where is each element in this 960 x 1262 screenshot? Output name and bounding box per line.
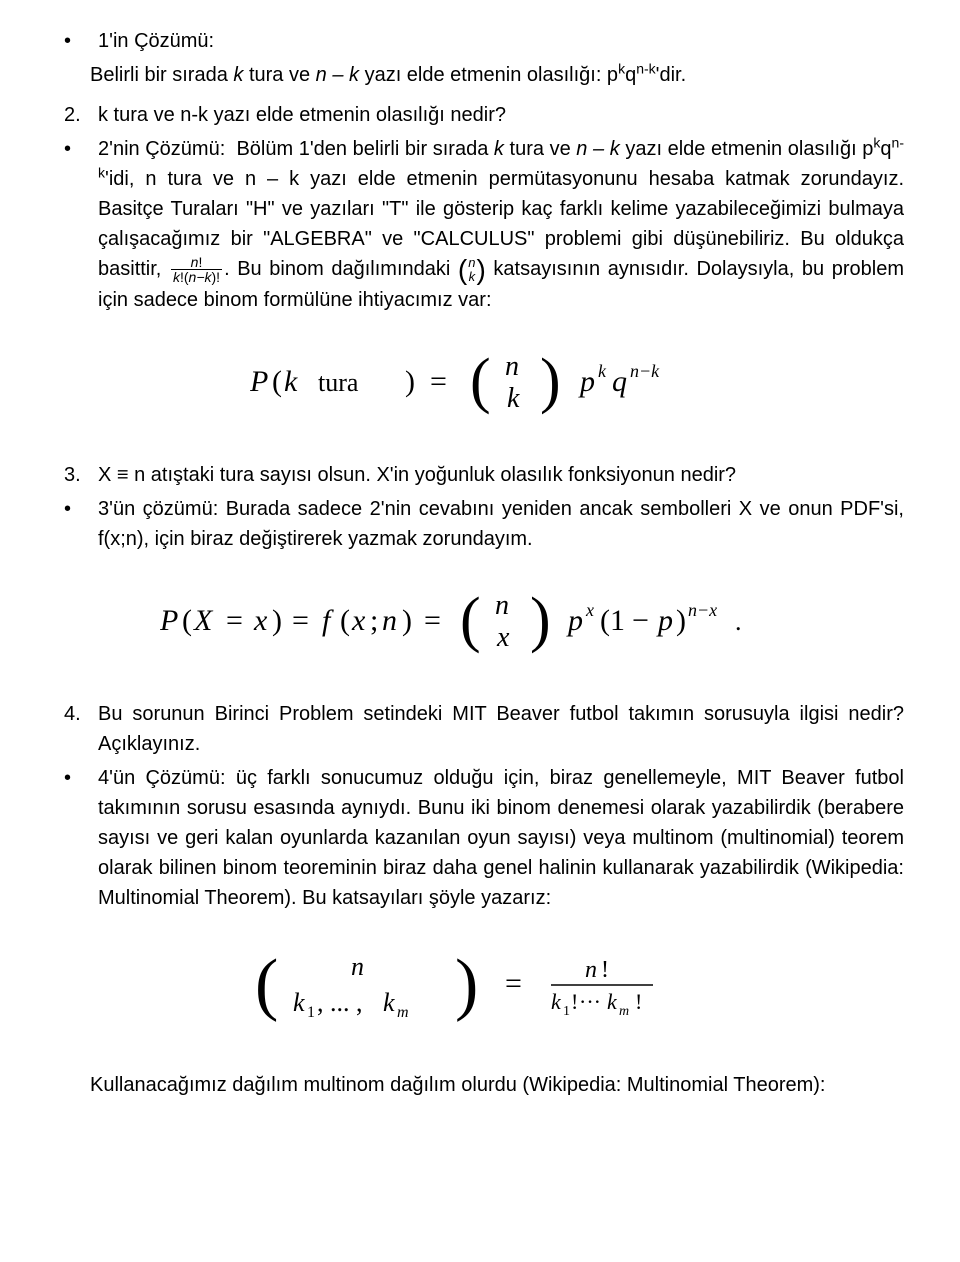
svg-text:n: n [585, 957, 597, 983]
bullet-1-body: Belirli bir sırada k tura ve n – k yazı … [90, 60, 904, 90]
svg-text:n: n [351, 952, 364, 981]
bullet-3: • 3'ün çözümü: Burada sadece 2'nin cevab… [56, 494, 904, 554]
svg-text:(: ( [470, 347, 491, 415]
question-2: 2. k tura ve n-k yazı elde etmenin olası… [56, 100, 904, 130]
svg-text:): ) [540, 347, 561, 415]
svg-text:p: p [656, 604, 673, 637]
svg-text:=: = [430, 365, 447, 398]
formula-multinomial-coeff: ( ) n k 1 , ... , k m = n ! k 1 ! ··· k … [56, 941, 904, 1036]
svg-text:(: ( [272, 365, 282, 398]
bullet-3-body: 3'ün çözümü: Burada sadece 2'nin cevabın… [98, 494, 904, 554]
list-number-4: 4. [56, 699, 98, 729]
svg-text:n: n [382, 604, 397, 637]
closing-line-1: Kullanacağımız dağılım multinom dağılım … [90, 1070, 904, 1100]
svg-text:!: ! [635, 989, 642, 1014]
svg-text:−: − [632, 604, 649, 637]
svg-text:k: k [551, 989, 562, 1014]
svg-text:k: k [598, 361, 607, 381]
bullet-4-body: 4'ün Çözümü: üç farklı sonucumuz olduğu … [98, 763, 904, 913]
svg-text:): ) [405, 365, 415, 398]
bullet-marker: • [56, 494, 98, 524]
bullet-marker: • [56, 26, 98, 56]
svg-text:x: x [585, 600, 594, 620]
svg-text:n: n [495, 590, 509, 621]
svg-text:X: X [193, 604, 214, 637]
svg-text:P: P [160, 604, 178, 637]
svg-text:;: ; [370, 604, 378, 637]
svg-text:P: P [250, 365, 268, 398]
svg-text:!: ! [571, 989, 578, 1014]
svg-text:(: ( [340, 604, 350, 637]
bullet-1: • 1'in Çözümü: [56, 26, 904, 56]
svg-text:p: p [578, 365, 595, 398]
svg-text:x: x [253, 604, 268, 637]
formula-binomial-pdf: P ( X = x ) = f ( x ; n ) = ( ) n x p x [56, 582, 904, 665]
svg-text:···: ··· [579, 989, 601, 1014]
question-4: 4. Bu sorunun Birinci Problem setindeki … [56, 699, 904, 759]
svg-text:(: ( [182, 604, 192, 637]
svg-text:k: k [607, 989, 618, 1014]
svg-text:.: . [735, 607, 742, 636]
svg-text:1: 1 [307, 1004, 315, 1021]
svg-text:k: k [383, 988, 395, 1017]
svg-text:n−k: n−k [630, 361, 660, 381]
bullet-2-body: 2'nin Çözümü: Bölüm 1'den belirli bir sı… [98, 134, 904, 315]
svg-text:): ) [272, 604, 282, 637]
svg-text:m: m [619, 1004, 629, 1019]
svg-text:(1: (1 [600, 604, 625, 637]
svg-text:, ... ,: , ... , [317, 988, 363, 1017]
svg-text:): ) [676, 604, 686, 637]
svg-text:): ) [402, 604, 412, 637]
list-number-2: 2. [56, 100, 98, 130]
svg-text:m: m [397, 1004, 409, 1021]
svg-text:q: q [612, 365, 627, 398]
svg-text:n−x: n−x [688, 600, 717, 620]
svg-text:=: = [505, 967, 522, 1000]
question-3: 3. X ≡ n atıştaki tura sayısı olsun. X'i… [56, 460, 904, 490]
svg-text:): ) [530, 586, 551, 654]
page-root: • 1'in Çözümü: Belirli bir sırada k tura… [0, 0, 960, 1144]
bullet-1-head: 1'in Çözümü: [98, 26, 904, 56]
question-4-text: Bu sorunun Birinci Problem setindeki MIT… [98, 699, 904, 759]
svg-text:k: k [284, 365, 298, 398]
bullet-marker: • [56, 134, 98, 164]
svg-text:): ) [455, 946, 478, 1023]
svg-text:(: ( [255, 946, 278, 1023]
svg-text:k: k [293, 988, 305, 1017]
svg-text:f: f [322, 604, 334, 637]
svg-text:!: ! [601, 957, 609, 983]
closing-text: Kullanacağımız dağılım multinom dağılım … [90, 1074, 825, 1096]
svg-text:1: 1 [563, 1004, 570, 1019]
list-number-3: 3. [56, 460, 98, 490]
svg-text:(: ( [460, 586, 481, 654]
svg-text:=: = [292, 604, 309, 637]
svg-text:=: = [226, 604, 243, 637]
bullet-marker: • [56, 763, 98, 793]
bullet-4: • 4'ün Çözümü: üç farklı sonucumuz olduğ… [56, 763, 904, 913]
svg-text:n: n [505, 351, 519, 382]
svg-text:=: = [424, 604, 441, 637]
svg-text:x: x [496, 622, 510, 653]
svg-text:p: p [566, 604, 583, 637]
bullet-2: • 2'nin Çözümü: Bölüm 1'den belirli bir … [56, 134, 904, 315]
formula-binomial-pmf: P ( k tura ) = ( ) n k p k q n−k [56, 343, 904, 426]
question-3-text: X ≡ n atıştaki tura sayısı olsun. X'in y… [98, 460, 904, 490]
svg-text:k: k [507, 383, 520, 414]
question-2-text: k tura ve n-k yazı elde etmenin olasılığ… [98, 100, 904, 130]
svg-text:tura: tura [318, 368, 359, 397]
svg-text:x: x [351, 604, 366, 637]
